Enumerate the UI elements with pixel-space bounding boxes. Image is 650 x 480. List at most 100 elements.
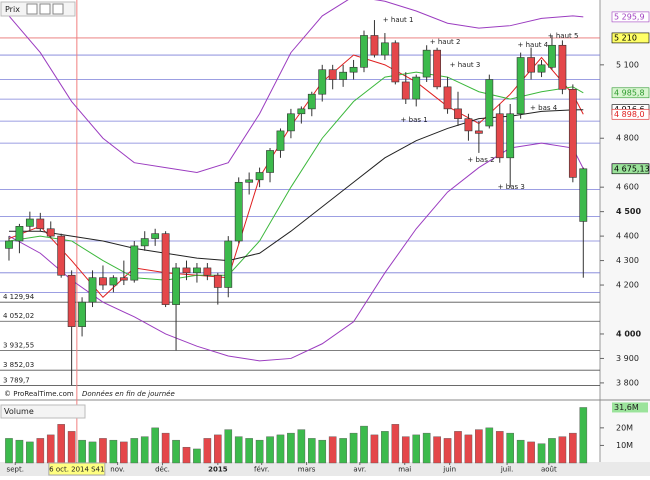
- candle-body: [67, 274, 76, 327]
- volume-bar: [182, 446, 191, 464]
- candle-body: [380, 42, 389, 56]
- price-marker-label: 4 985,8: [614, 88, 645, 97]
- candle-body: [224, 240, 233, 288]
- price-marker: [611, 11, 650, 23]
- volume-bar: [548, 438, 556, 464]
- annotation: + bas 4: [530, 104, 558, 112]
- y-tick-label: 3 900: [616, 354, 639, 363]
- overlay-layer: [8, 0, 584, 362]
- annotation: + haut 5: [548, 32, 579, 40]
- candle-body: [485, 79, 494, 127]
- candle-body: [339, 71, 348, 80]
- candle-body: [370, 35, 379, 56]
- candle-body: [193, 267, 201, 274]
- x-tick-label: févr.: [254, 466, 269, 474]
- x-tick-label: sept.: [7, 466, 24, 474]
- volume-bar: [5, 438, 13, 464]
- overlay-line: [8, 54, 584, 298]
- level-label: 3 932,55: [3, 341, 34, 349]
- y-tick-label: 4 600: [616, 183, 639, 192]
- candle-body: [422, 49, 431, 78]
- annotation: + haut 2: [430, 38, 461, 46]
- x-tick-label: mai: [398, 466, 411, 474]
- volume-bar: [214, 434, 222, 464]
- x-tick-label: mars: [298, 466, 316, 474]
- price-marker-label: 5 295,9: [614, 12, 645, 21]
- volume-bar: [339, 438, 347, 464]
- candle-body: [172, 267, 180, 305]
- y-tick-label: 4 800: [616, 134, 639, 143]
- candle-body: [109, 277, 118, 286]
- volume-bar: [15, 439, 24, 464]
- x-tick-label: 2015: [208, 466, 228, 474]
- x-tick-label: nov.: [110, 466, 125, 474]
- volume-bar: [234, 436, 243, 464]
- volume-bar: [193, 448, 201, 464]
- price-marker: [611, 87, 650, 99]
- volume-bar: [245, 438, 253, 464]
- volume-bar: [558, 436, 567, 464]
- candle-body: [140, 238, 149, 247]
- candle-body: [506, 113, 515, 159]
- price-marker-label: 4 898,0: [614, 110, 645, 119]
- candle-body: [255, 172, 264, 181]
- candle-body: [391, 42, 400, 83]
- volume-bar: [328, 436, 337, 464]
- candle-body: [527, 57, 535, 73]
- volume-bar: [161, 432, 170, 464]
- candle-body: [537, 64, 546, 73]
- tool-icon[interactable]: [39, 3, 51, 15]
- volume-label: Volume: [4, 407, 34, 416]
- overlay-line: [8, 71, 584, 281]
- y-tick-label: 4 400: [616, 232, 639, 241]
- tool-icon[interactable]: [52, 3, 64, 15]
- candle-body: [307, 93, 316, 110]
- panel-tools[interactable]: [26, 3, 64, 15]
- volume-bar: [349, 432, 358, 464]
- candle-body: [433, 49, 442, 88]
- candle-body: [474, 130, 483, 134]
- tool-icon[interactable]: [26, 3, 38, 15]
- annotation: + bas 2: [467, 156, 494, 164]
- volume-bar: [36, 438, 45, 464]
- candle-body: [161, 233, 170, 305]
- volume-bar: [255, 439, 264, 464]
- candle-body: [182, 267, 191, 274]
- candle-body: [213, 274, 222, 288]
- price-marker: [611, 108, 650, 120]
- x-tick-label: déc.: [155, 466, 170, 474]
- volume-bar: [57, 424, 65, 464]
- candle-body: [318, 69, 327, 95]
- volume-bar: [422, 432, 431, 464]
- price-marker: [611, 163, 650, 175]
- volume-bar: [569, 432, 577, 464]
- volume-bar: [88, 441, 97, 464]
- candle-body: [401, 81, 410, 100]
- candle-body: [88, 277, 97, 303]
- candle-body: [245, 179, 254, 183]
- x-tick-label: avr.: [353, 466, 366, 474]
- candle-body: [36, 218, 45, 230]
- volume-bar: [203, 438, 212, 464]
- candle-body: [234, 181, 243, 242]
- volume-bar: [224, 429, 233, 464]
- candle-body: [360, 35, 368, 68]
- level-label: 4 052,02: [3, 312, 34, 320]
- volume-bar: [495, 431, 504, 464]
- x-tick-label: juin: [442, 466, 456, 474]
- y-tick-label: 4 200: [616, 281, 639, 290]
- candle-body: [464, 118, 473, 132]
- price-marker: [611, 32, 650, 44]
- label-layer: 4 129,94 4 052,02 3 932,55 3 852,03 3 789,7 5…: [3, 11, 650, 476]
- volume-tick-label: 10M: [616, 441, 633, 450]
- volume-bar: [454, 431, 462, 464]
- candle-body: [558, 44, 567, 90]
- volume-bar: [433, 436, 441, 464]
- candle-body: [328, 69, 337, 80]
- y-tick-label: 4 300: [616, 256, 639, 265]
- volume-marker-label: 31,6M: [614, 403, 639, 412]
- volume-bar: [381, 431, 389, 464]
- candle-body: [412, 76, 421, 100]
- volume-bar: [172, 439, 180, 464]
